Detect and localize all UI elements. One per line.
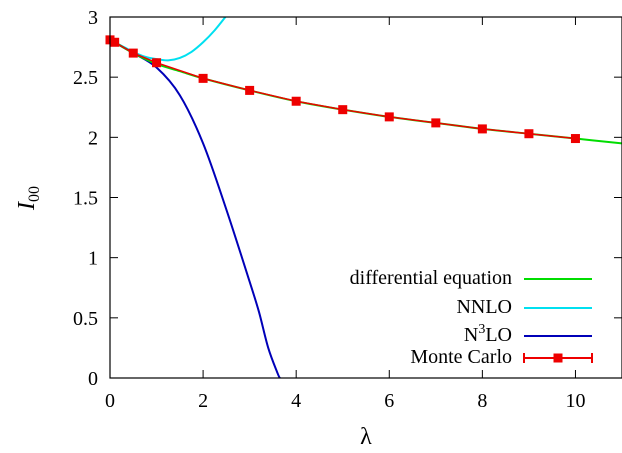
data-point-mc-2 xyxy=(128,48,138,58)
data-point-mc-12 xyxy=(570,134,580,144)
data-point-mc-11 xyxy=(524,129,534,139)
y-axis-label-sub: 00 xyxy=(26,186,43,202)
data-point-mc-4 xyxy=(198,73,208,83)
x-tick-label-5: 10 xyxy=(565,390,585,412)
legend-mc-marker xyxy=(553,353,563,363)
x-tick-label-2: 4 xyxy=(291,390,301,412)
legend-label-n3lo: N3LO xyxy=(464,322,512,346)
data-point-mc-9 xyxy=(431,118,441,128)
y-tick-label-1: 0.5 xyxy=(73,308,98,330)
data-point-mc-10 xyxy=(477,124,487,134)
data-point-mc-1 xyxy=(110,37,120,47)
ticks-layer: 0 2 4 6 8 10 0 0.5 1 1.5 2 2.5 3 xyxy=(73,7,622,412)
series-line-n3lo xyxy=(110,38,281,378)
x-tick-label-1: 2 xyxy=(198,390,208,412)
legend-label-n3lo-prefix: N xyxy=(464,324,478,346)
legend-label-n3lo-suffix: LO xyxy=(485,324,512,346)
data-point-mc-5 xyxy=(245,85,255,95)
y-axis-label: I00 xyxy=(14,186,43,211)
x-axis-label: λ xyxy=(360,424,372,450)
y-tick-label-3: 1.5 xyxy=(73,188,98,210)
data-point-mc-6 xyxy=(291,96,301,106)
legend-label-de: differential equation xyxy=(350,267,512,289)
y-tick-label-6: 3 xyxy=(88,7,98,29)
data-point-mc-7 xyxy=(338,105,348,115)
y-tick-label-4: 2 xyxy=(88,127,98,149)
series-line-nnlo xyxy=(110,17,227,62)
x-tick-label-4: 8 xyxy=(477,390,487,412)
series-line-mc xyxy=(110,39,576,140)
legend-label-mc: Monte Carlo xyxy=(410,346,512,368)
y-tick-label-5: 2.5 xyxy=(73,67,98,89)
y-tick-label-2: 1 xyxy=(88,248,98,270)
series-layer xyxy=(105,17,622,378)
legend-label-n3lo-sup: 3 xyxy=(478,322,485,337)
legend-label-nnlo: NNLO xyxy=(456,296,512,318)
y-tick-label-0: 0 xyxy=(88,368,98,390)
plot-frame xyxy=(109,16,622,379)
y-axis-label-main: I xyxy=(14,201,40,211)
data-point-mc-8 xyxy=(384,112,394,122)
x-tick-label-3: 6 xyxy=(384,390,394,412)
legend-mc-sample xyxy=(523,353,593,363)
legend: differential equation NNLO N3LO Monte Ca… xyxy=(350,267,593,368)
data-point-mc-3 xyxy=(152,58,162,68)
x-tick-label-0: 0 xyxy=(105,390,115,412)
